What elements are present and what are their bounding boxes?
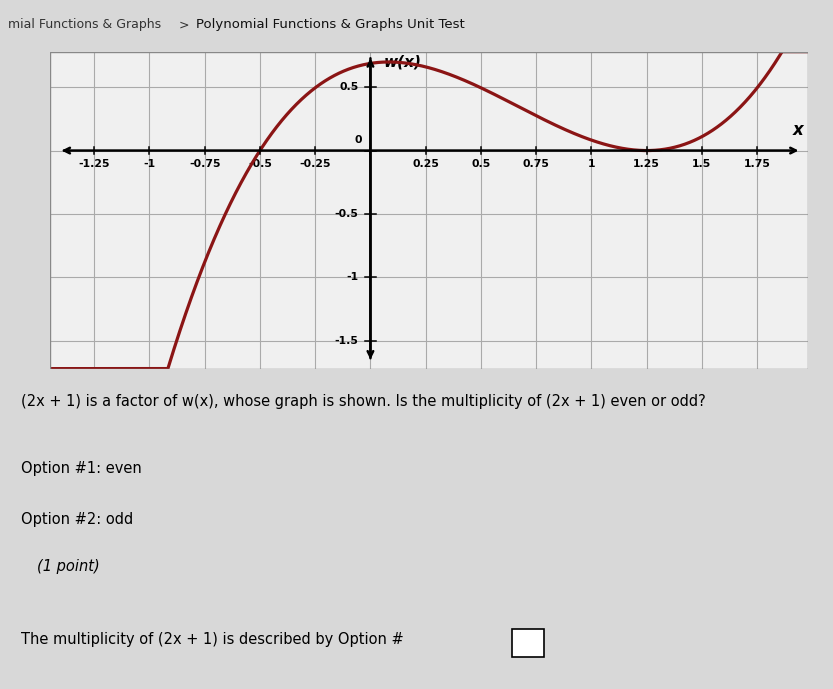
- Text: (2x + 1) is a factor of w(x), whose graph is shown. Is the multiplicity of (2x +: (2x + 1) is a factor of w(x), whose grap…: [21, 394, 706, 409]
- Text: 0.5: 0.5: [339, 82, 358, 92]
- Text: Option #2: odd: Option #2: odd: [21, 511, 133, 526]
- Text: -1: -1: [347, 272, 358, 282]
- Text: 1: 1: [587, 159, 596, 169]
- Text: 0: 0: [354, 136, 362, 145]
- Text: Option #1: even: Option #1: even: [21, 461, 142, 476]
- Text: -1.25: -1.25: [78, 159, 110, 169]
- Text: >: >: [179, 18, 190, 31]
- Text: (1 point): (1 point): [37, 559, 100, 574]
- Text: Polynomial Functions & Graphs Unit Test: Polynomial Functions & Graphs Unit Test: [196, 18, 465, 31]
- Text: 0.5: 0.5: [471, 159, 491, 169]
- Text: -0.25: -0.25: [299, 159, 331, 169]
- Bar: [50, 52, 808, 369]
- Text: mial Functions & Graphs: mial Functions & Graphs: [8, 18, 162, 31]
- Text: 1.75: 1.75: [744, 159, 771, 169]
- Text: -0.5: -0.5: [248, 159, 272, 169]
- Text: The multiplicity of (2x + 1) is described by Option #: The multiplicity of (2x + 1) is describe…: [21, 632, 403, 647]
- Text: 1.25: 1.25: [633, 159, 660, 169]
- Text: -1.5: -1.5: [334, 336, 358, 346]
- Text: 0.75: 0.75: [523, 159, 550, 169]
- Text: 0.25: 0.25: [412, 159, 439, 169]
- Text: -1: -1: [143, 159, 156, 169]
- FancyBboxPatch shape: [512, 629, 544, 657]
- Text: w(x): w(x): [384, 54, 421, 69]
- Text: -0.75: -0.75: [189, 159, 221, 169]
- Text: -0.5: -0.5: [334, 209, 358, 219]
- Text: 1.5: 1.5: [692, 159, 711, 169]
- Text: x: x: [793, 121, 804, 139]
